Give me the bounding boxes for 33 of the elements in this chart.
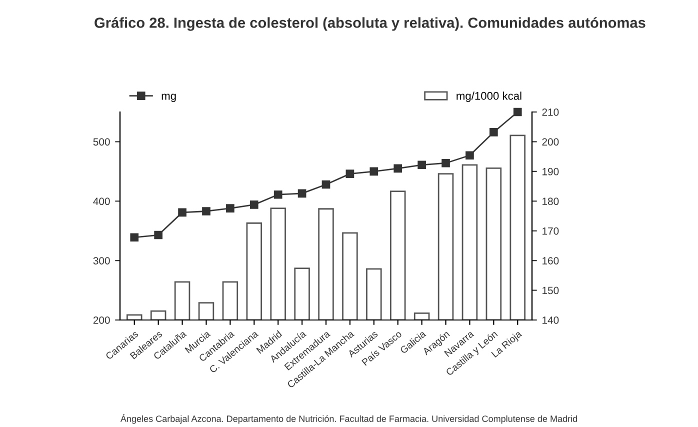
point [370,167,378,176]
y2-tick-label: 170 [542,227,559,235]
legend-label: mg/1000 kcal [456,92,522,102]
point [178,208,186,217]
point [298,189,306,198]
point [322,180,330,189]
y-tick-label: 200 [93,316,110,324]
point [466,151,474,160]
y2-tick-label: 210 [542,108,559,116]
legend-label: mg [162,94,176,102]
point [513,108,522,116]
point [130,233,139,242]
point [154,230,162,240]
y2-tick-label: 190 [542,168,559,176]
point [490,128,498,136]
y2-tick-label: 180 [542,198,559,206]
chart-title: Gráfico 28. Ingesta de colesterol (absoluta y relativa). Comunidades autónomas [94,17,646,31]
y2-tick-label: 200 [542,138,559,146]
y2-tick-label: 140 [542,316,559,324]
point [418,160,426,170]
y2-tick-label: 150 [542,286,559,294]
point [202,207,210,216]
point [346,170,354,178]
y2-tick-label: 160 [542,257,559,264]
point [226,204,234,212]
y-tick-label: 300 [93,257,110,264]
text: Ángeles Carbajal Azcona. Departamento de Nutrición. Facultad de Farmacia. Universidad Complutense de Madrid [120,414,578,424]
point [274,190,282,199]
point [442,158,450,168]
y-tick-label: 500 [93,138,110,146]
point [250,200,258,209]
point [394,164,402,173]
y-tick-label: 400 [93,198,110,206]
